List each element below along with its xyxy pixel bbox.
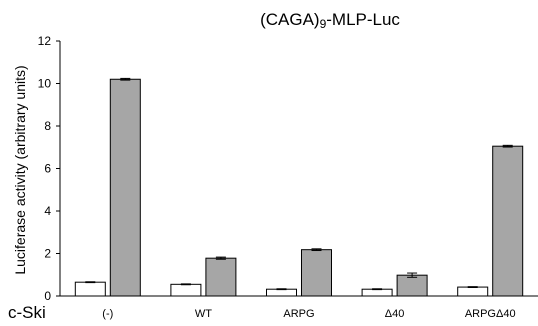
y-tick-label: 12 [38,34,52,48]
bar [492,145,524,297]
chart-title: (CAGA)9-MLP-Luc [260,10,400,31]
bar [170,283,202,297]
y-tick-label: 8 [44,119,51,133]
bar [457,286,489,297]
bar [74,281,106,297]
bar [109,78,141,297]
y-tick-label: 2 [44,247,51,261]
bar [301,249,332,297]
bar [396,274,428,297]
bar [205,257,237,297]
bar [361,288,393,297]
x-tick-label: ARPGΔ40 [465,308,516,320]
x-tick-label: Δ40 [385,308,405,320]
y-axis-label: Luciferase activity (arbitrary units) [12,65,28,274]
row-label: c-Ski [8,303,46,322]
y-tick-label: 0 [44,289,51,303]
y-tick-label: 10 [38,77,52,91]
x-tick-label: (-) [102,308,113,320]
x-tick-label: ARPG [283,308,314,320]
y-tick-label: 6 [44,162,51,176]
y-tick-label: 4 [44,204,51,218]
bar [266,288,297,297]
x-tick-label: WT [195,308,212,320]
